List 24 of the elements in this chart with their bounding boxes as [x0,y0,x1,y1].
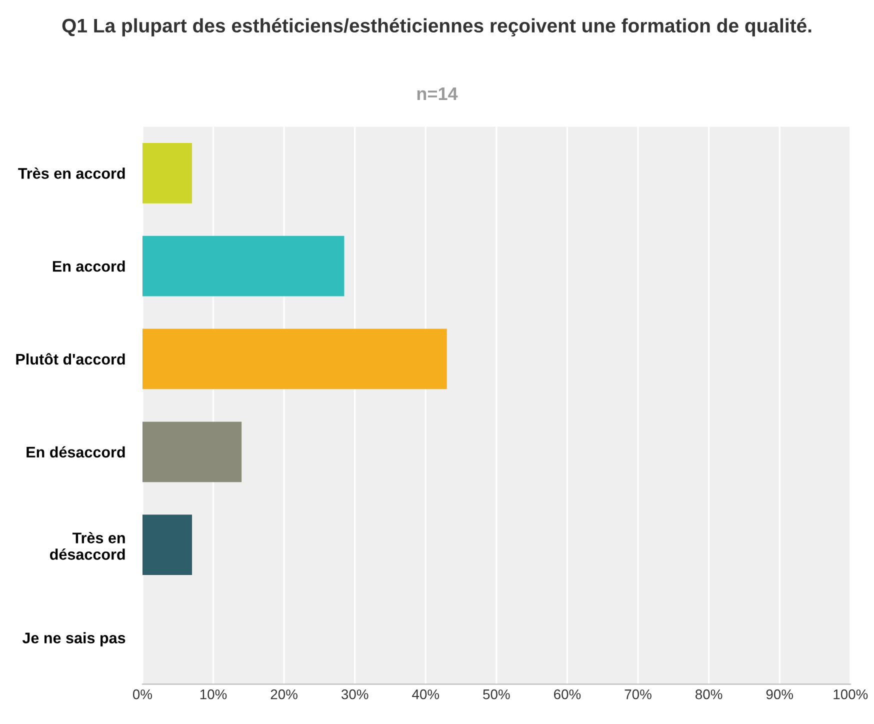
x-tick-label: 0% [132,689,152,700]
x-tick-label: 10% [200,689,227,700]
chart-title: Q1 La plupart des esthéticiens/esthéticiennes reçoivent une formation de qualité. [62,18,812,36]
y-tick-label: En désaccord [26,446,125,458]
x-tick-label: 90% [766,689,794,700]
bar [142,236,344,296]
bar [142,142,192,204]
x-tick-label: 80% [696,689,722,700]
x-tick-label: 20% [270,689,298,700]
x-tick-label: 100% [834,689,868,700]
x-tick-label: 50% [483,689,510,700]
bar [142,328,447,390]
chart-subtitle: n=14 [417,88,458,100]
x-tick-label: 40% [412,689,440,700]
y-tick-label: Très en accord [18,167,125,179]
y-tick-label: Très en désaccord [50,532,125,560]
y-tick-label: En accord [52,260,125,272]
bar [142,514,192,576]
bar [142,422,242,482]
y-tick-label: Plutôt d'accord [16,353,125,365]
x-tick-label: 60% [554,689,581,700]
x-tick-label: 30% [341,689,368,700]
x-tick-label: 70% [624,689,652,700]
y-tick-label: Je ne sais pas [22,632,126,646]
